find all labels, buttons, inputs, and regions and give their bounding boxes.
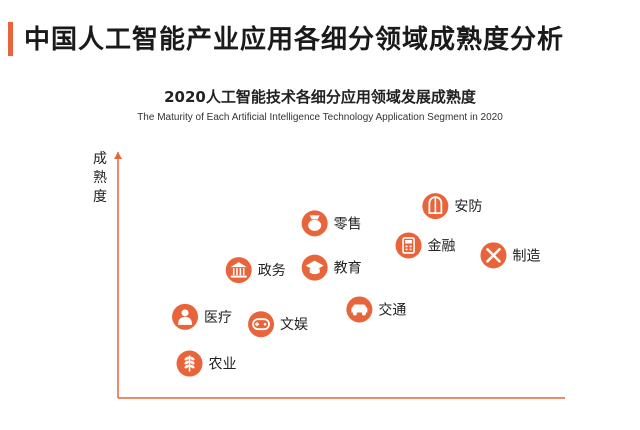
point-label: 教育 — [334, 261, 362, 277]
gamepad-icon — [252, 318, 270, 331]
point-label: 制造 — [512, 248, 540, 264]
data-point — [248, 311, 275, 338]
window-icon — [428, 196, 443, 215]
wheat-icon — [184, 355, 195, 372]
chart-title: 2020人工智能技术各细分应用领域发展成熟度 — [164, 88, 476, 106]
calculator-icon — [402, 237, 415, 254]
data-point — [301, 210, 328, 237]
data-point — [225, 257, 252, 284]
y-axis-arrow — [114, 152, 122, 159]
data-point — [176, 350, 203, 377]
header-accent-bar — [8, 22, 13, 56]
tools-icon — [486, 248, 501, 263]
data-point — [301, 254, 328, 281]
data-point — [172, 303, 199, 330]
point-marker — [225, 257, 252, 284]
point-label: 农业 — [209, 357, 237, 373]
point-label: 零售 — [334, 216, 362, 232]
point-label: 医疗 — [204, 310, 232, 326]
point-marker — [248, 311, 275, 338]
money-bag-icon — [308, 215, 322, 231]
point-label: 安防 — [454, 199, 482, 215]
graduation-cap-icon — [305, 260, 324, 275]
point-label: 文娱 — [280, 317, 308, 333]
point-label: 政务 — [258, 263, 286, 279]
data-point — [422, 193, 449, 220]
data-point — [480, 242, 507, 269]
data-point — [395, 232, 422, 259]
data-point — [346, 296, 373, 323]
car-icon — [351, 304, 368, 316]
chart-subtitle: The Maturity of Each Artificial Intellig… — [137, 112, 503, 123]
government-building-icon — [230, 262, 247, 278]
point-label: 金融 — [428, 238, 456, 254]
point-label: 交通 — [378, 301, 406, 318]
point-marker — [395, 232, 422, 259]
page-title: 中国人工智能产业应用各细分领域成熟度分析 — [24, 25, 565, 55]
doctor-icon — [178, 309, 193, 325]
y-axis-label: 成熟度 — [93, 151, 107, 205]
